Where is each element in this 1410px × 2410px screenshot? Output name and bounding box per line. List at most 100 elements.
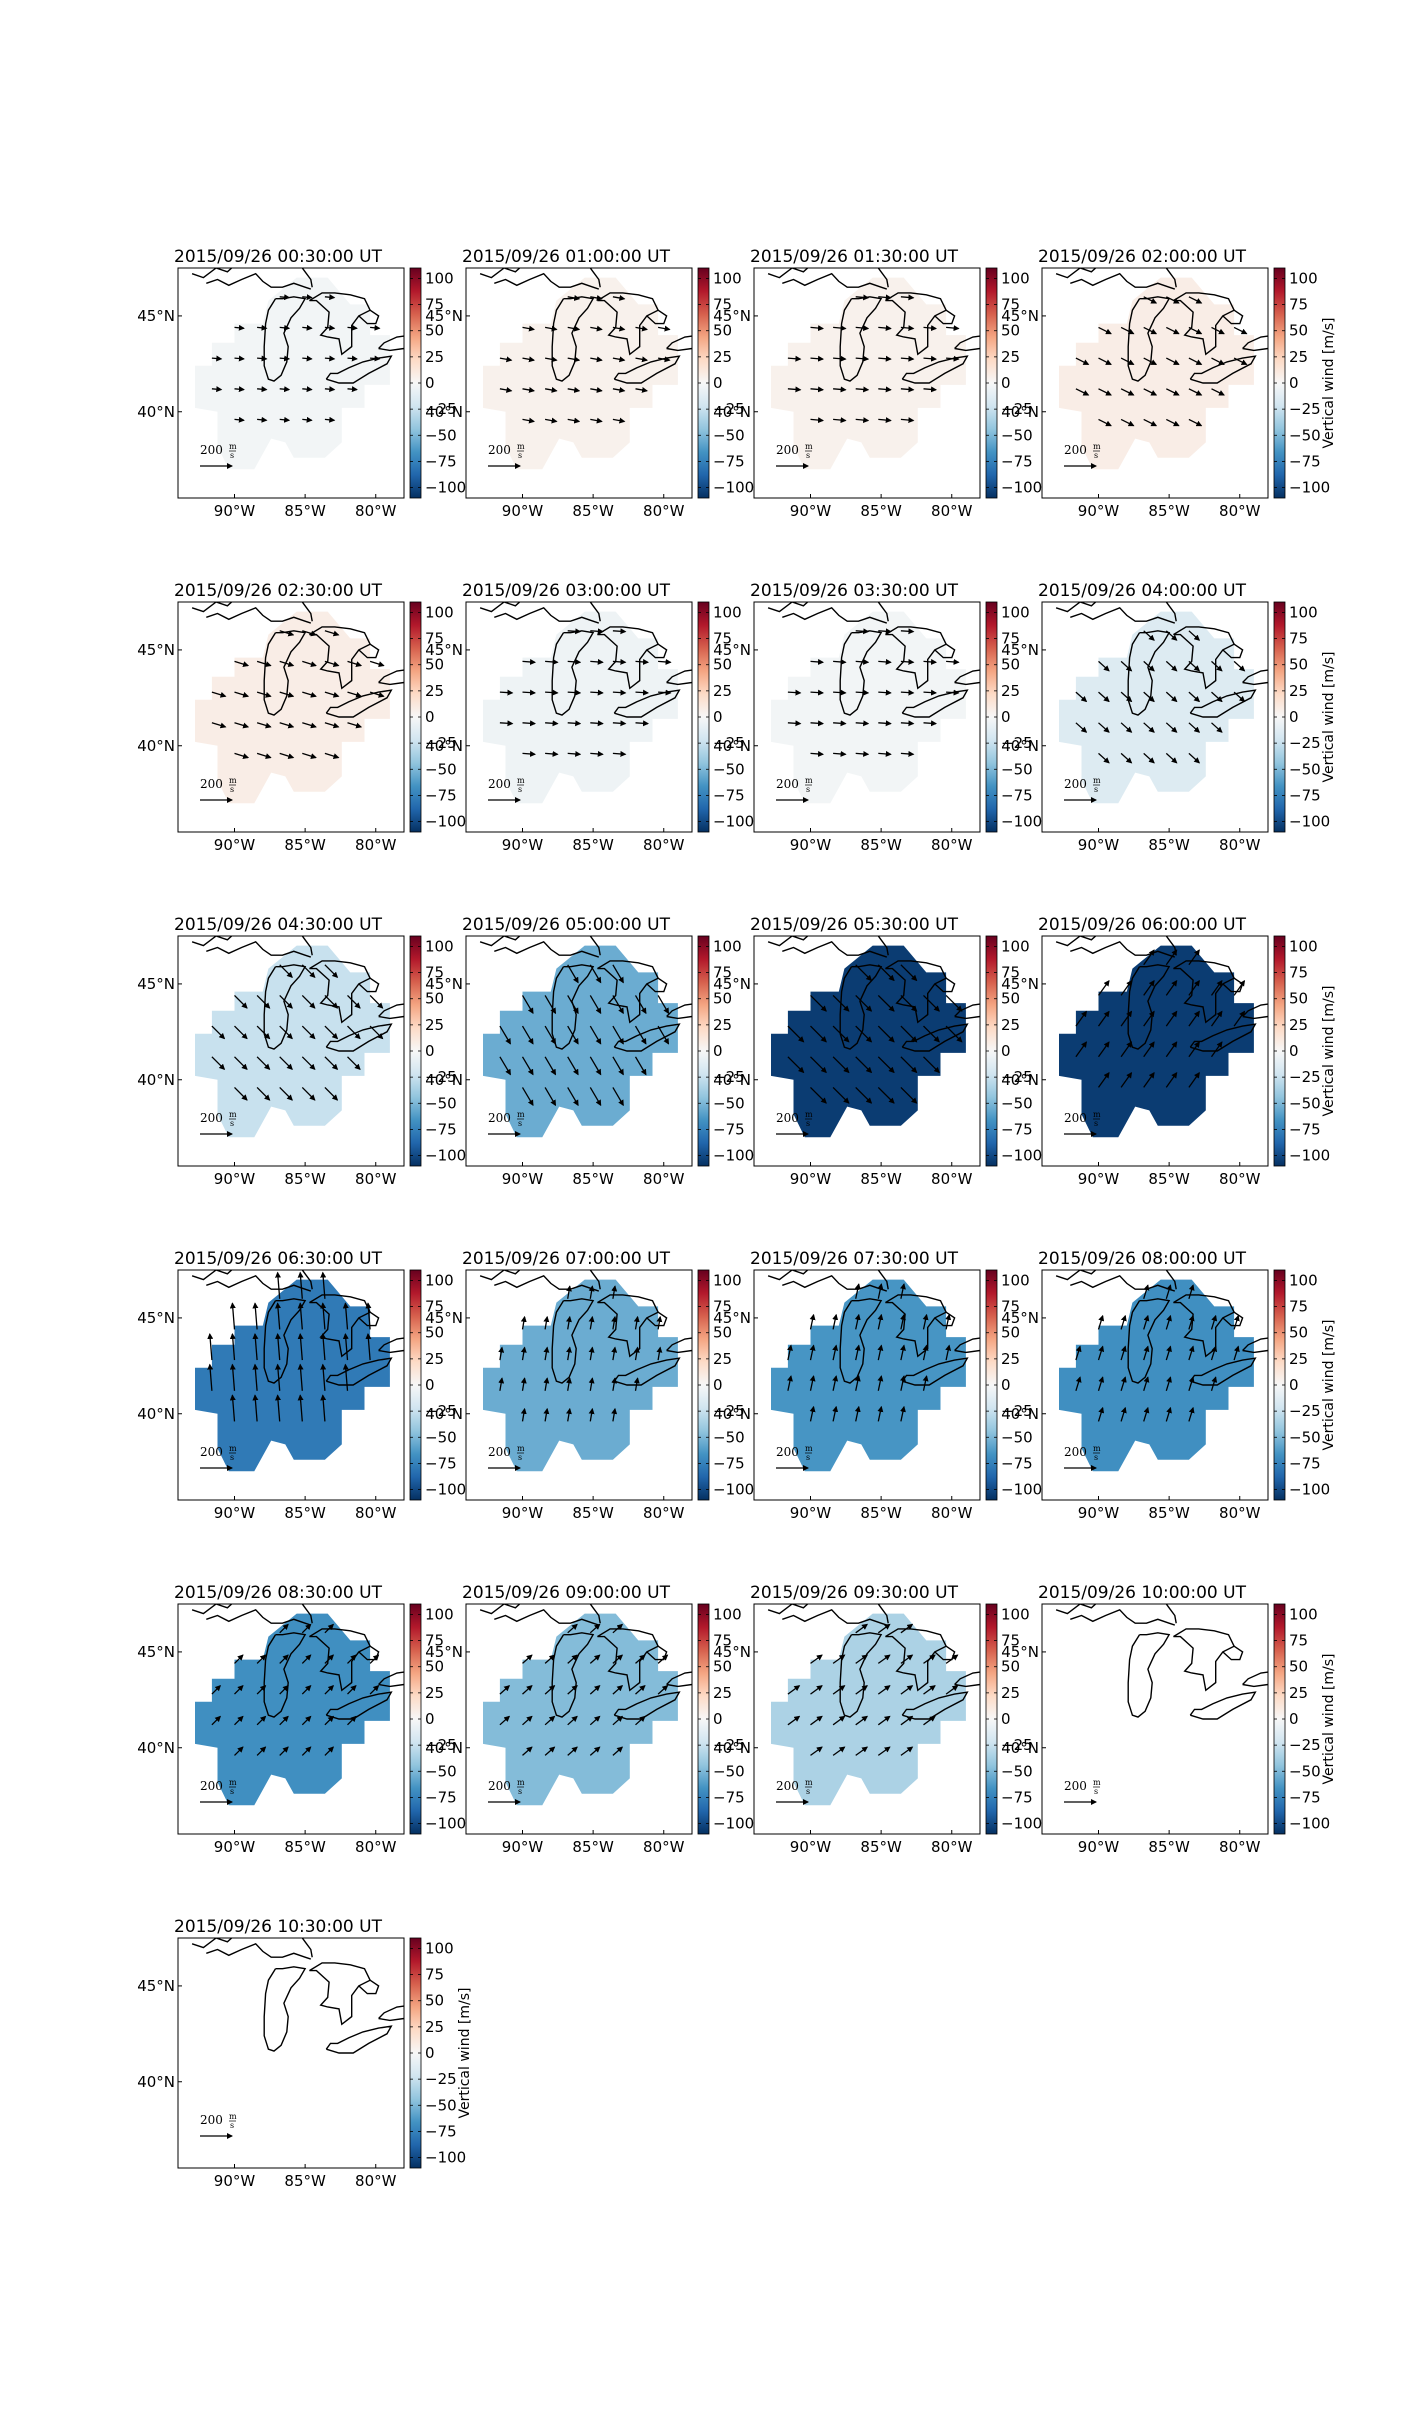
colorbar-tick-label: −100 xyxy=(425,1815,466,1833)
wind-vector xyxy=(257,355,268,362)
lake-ontario xyxy=(666,1003,692,1020)
wind-vector xyxy=(320,1333,327,1361)
superior-south xyxy=(494,1274,600,1292)
colorbar-tick-label: −75 xyxy=(1001,452,1033,470)
colorbar: 100 75 50 25 0 −25 −50 −75 −100 xyxy=(409,1603,466,1835)
wind-vector xyxy=(302,324,313,331)
quiver-key-label: 200 xyxy=(200,1445,223,1459)
quiver-key: 200 ms xyxy=(200,442,237,469)
lake-huron xyxy=(597,1628,660,1692)
wind-vector xyxy=(543,1377,550,1391)
wind-vector xyxy=(1143,326,1158,335)
wind-vector xyxy=(211,355,223,362)
colorbar: 100 75 50 25 0 −25 −50 −75 −100 xyxy=(985,267,1042,499)
quiver-key-unit-num: m xyxy=(805,1444,813,1453)
vertical-wind-field xyxy=(195,1613,390,1806)
quiver-key: 200 ms xyxy=(488,776,525,803)
wind-vector xyxy=(612,995,624,1015)
wind-vector xyxy=(279,324,291,331)
panel-title: 2015/09/26 01:30:00 UT xyxy=(750,247,959,267)
wind-vector xyxy=(1075,722,1088,733)
wind-vector xyxy=(855,1685,869,1695)
wind-vector xyxy=(635,386,648,393)
quiver-key-unit-num: m xyxy=(229,776,237,785)
colorbar-tick-label: −25 xyxy=(1289,1402,1321,1420)
wind-vector xyxy=(1097,1041,1110,1058)
wind-vector xyxy=(567,628,582,635)
wind-vector xyxy=(1188,1345,1195,1361)
wind-vector xyxy=(324,1623,335,1634)
wind-vector xyxy=(810,1025,827,1043)
wind-vector xyxy=(544,386,558,393)
wind-vector xyxy=(324,294,336,301)
wind-vector xyxy=(900,1685,914,1695)
colorbar: 100 75 50 25 0 −25 −50 −75 −100 xyxy=(409,935,466,1167)
x-tick-label: 90°W xyxy=(502,836,544,854)
wind-vector xyxy=(1210,979,1223,996)
lake-huron xyxy=(885,626,948,690)
wind-vector xyxy=(855,1654,869,1664)
quiver-key-unit-num: m xyxy=(805,442,813,451)
wind-vector xyxy=(658,658,672,665)
x-tick-label: 90°W xyxy=(1078,836,1120,854)
wind-vector xyxy=(1210,1345,1218,1361)
wind-vector xyxy=(347,722,363,729)
wind-vector xyxy=(855,1746,869,1756)
wind-vector xyxy=(900,1086,918,1104)
y-tick-label: 40°N xyxy=(137,2073,175,2091)
wind-vector xyxy=(1120,1314,1127,1330)
wind-vector xyxy=(923,1025,940,1043)
colorbar-tick-label: 0 xyxy=(425,2044,435,2062)
wind-vector xyxy=(589,1087,602,1107)
wind-vector xyxy=(567,294,581,301)
wind-vector xyxy=(1233,660,1246,672)
colorbar-tick-label: 25 xyxy=(713,1016,732,1034)
colorbar-tick-label: 50 xyxy=(1001,656,1020,674)
wind-vector xyxy=(342,1363,349,1391)
wind-vector xyxy=(900,628,915,635)
wind-vector xyxy=(588,1407,595,1422)
wind-vector xyxy=(1143,630,1155,641)
wind-vector xyxy=(854,1344,861,1361)
wind-vector xyxy=(324,1684,335,1695)
lake-erie xyxy=(613,355,681,384)
colorbar-tick-label: −50 xyxy=(1001,1762,1033,1780)
wind-vector xyxy=(900,1056,918,1074)
wind-vector xyxy=(279,994,293,1009)
wind-vector xyxy=(256,691,272,698)
colorbar-tick-label: −25 xyxy=(425,400,457,418)
wind-vector xyxy=(347,386,358,393)
colorbar-tick-label: 50 xyxy=(425,656,444,674)
colorbar-tick-label: −50 xyxy=(425,2096,457,2114)
y-tick-label: 45°N xyxy=(137,1309,175,1327)
wind-vector xyxy=(229,1363,236,1391)
y-tick-label: 40°N xyxy=(137,403,175,421)
panel-title: 2015/09/26 05:00:00 UT xyxy=(462,915,671,935)
colorbar-tick-label: −50 xyxy=(1289,760,1321,778)
wind-vector xyxy=(588,1377,595,1391)
wind-vector xyxy=(855,1623,869,1634)
wind-vector xyxy=(1120,1376,1127,1391)
colorbar-tick-label: 75 xyxy=(1001,964,1020,982)
colorbar-tick-label: 50 xyxy=(425,1992,444,2010)
wind-vector xyxy=(1097,1345,1105,1361)
quiver-key-unit-den: s xyxy=(1094,785,1098,794)
wind-vector xyxy=(1098,326,1112,335)
wind-vector xyxy=(275,1394,281,1422)
wind-vector xyxy=(657,1654,669,1664)
quiver-key-unit-num: m xyxy=(517,776,525,785)
colorbar-tick-label: −50 xyxy=(425,426,457,444)
wind-vector xyxy=(878,689,892,696)
wind-vector xyxy=(211,1684,222,1695)
canada-coast xyxy=(191,936,313,956)
wind-vector xyxy=(877,1056,895,1074)
colorbar-tick-label: −75 xyxy=(1001,1454,1033,1472)
colorbar-tick-label: 75 xyxy=(713,630,732,648)
wind-vector xyxy=(635,658,649,665)
colorbar-tick-label: 50 xyxy=(1289,990,1308,1008)
panel-title: 2015/09/26 09:00:00 UT xyxy=(462,1583,671,1603)
wind-vector xyxy=(324,722,340,729)
colorbar-tick-label: −25 xyxy=(1001,1402,1033,1420)
georgian-bay xyxy=(646,309,668,325)
